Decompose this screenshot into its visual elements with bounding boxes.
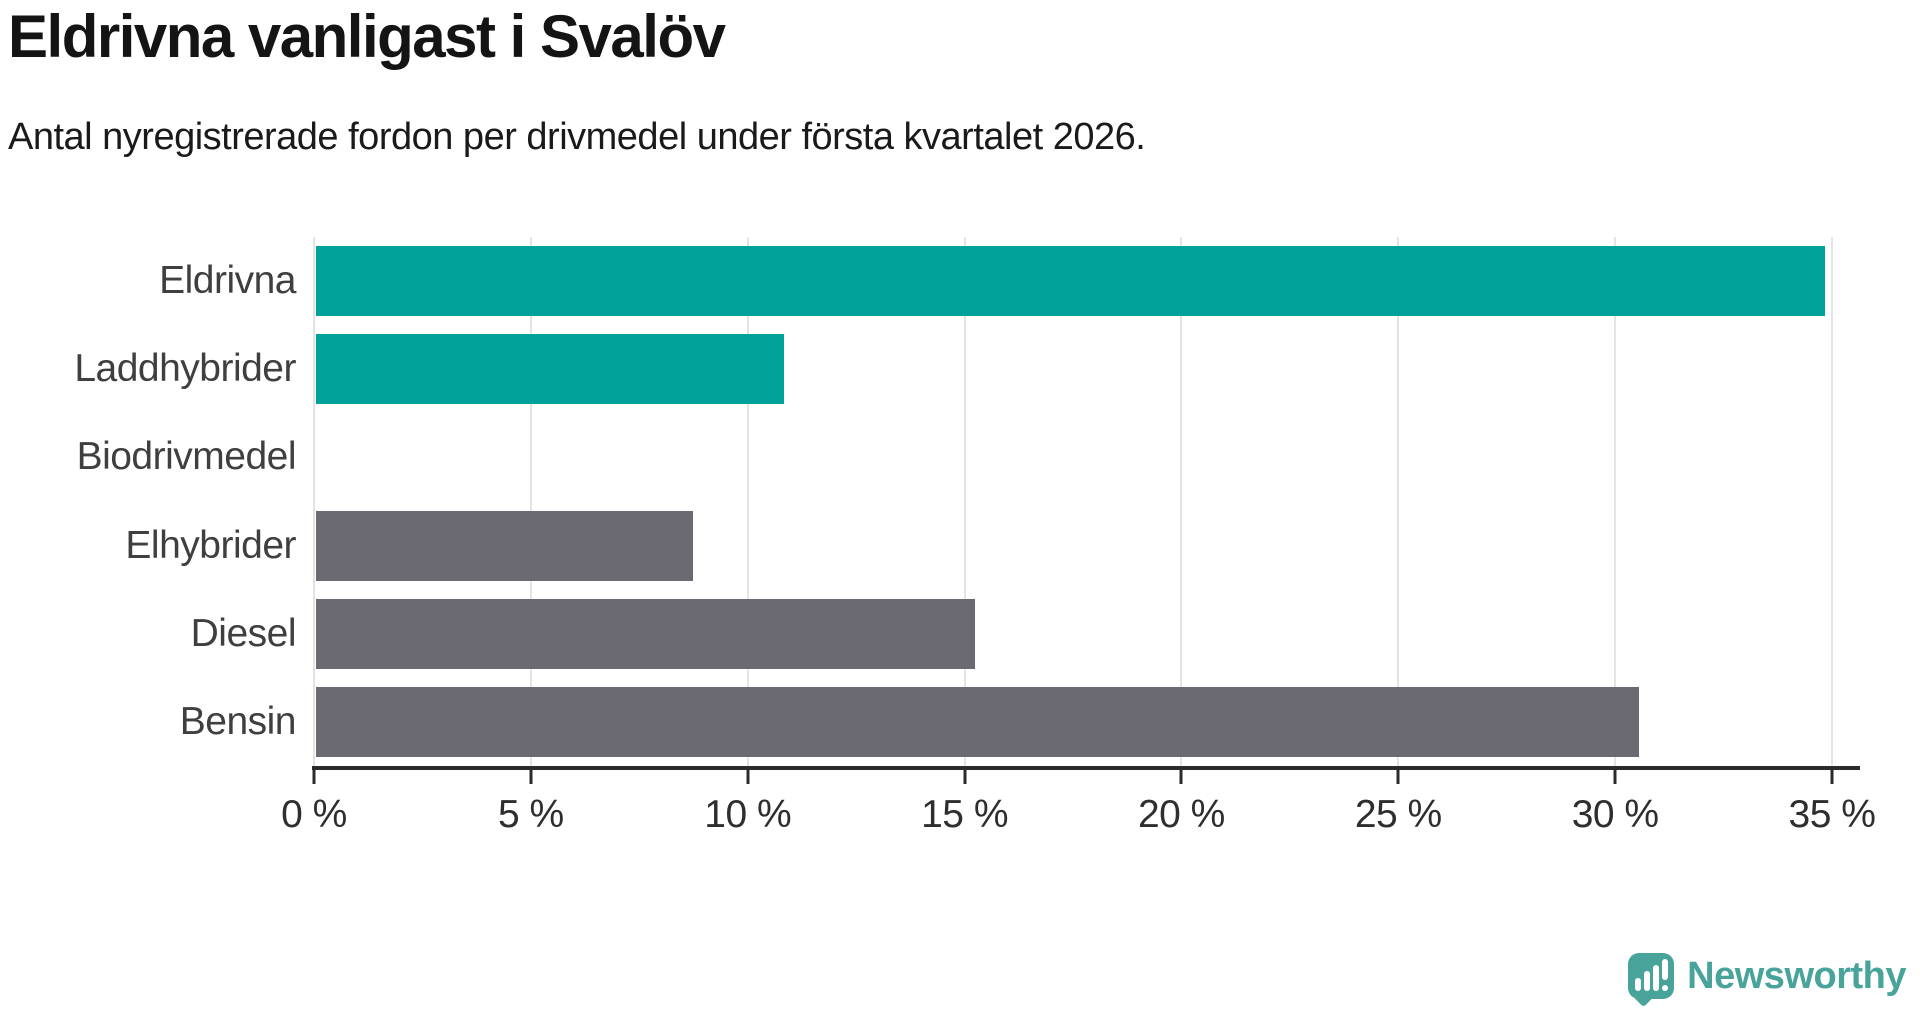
bar-row-eldrivna: Eldrivna: [159, 237, 1832, 325]
x-tick-label-35: 35 %: [1788, 793, 1876, 836]
category-label-elhybrider: Elhybrider: [125, 523, 296, 567]
gridline-15: [963, 237, 966, 766]
gridline-30: [1614, 237, 1617, 766]
newsworthy-speech-bubble-chart-icon: [1628, 953, 1675, 1008]
plot-area: Eldrivna Laddhybrider Biodrivmedel Elhybrid…: [74, 237, 1876, 836]
category-label-laddhybrider: Laddhybrider: [74, 347, 296, 391]
x-tick-label-5: 5 %: [497, 793, 564, 836]
x-tick-35: [1830, 770, 1834, 784]
x-tick-0: [312, 770, 316, 784]
category-label-diesel: Diesel: [190, 611, 297, 655]
gridline-0: [313, 237, 315, 766]
x-tick-label-15: 15 %: [921, 793, 1009, 836]
bar-diesel: [316, 598, 976, 669]
bar-laddhybrider: [316, 334, 785, 405]
category-label-bensin: Bensin: [179, 699, 297, 743]
x-tick-5: [529, 770, 533, 784]
bar-row-bensin: Bensin: [180, 678, 1832, 766]
bar-row-elhybrider: Elhybrider: [125, 502, 1832, 590]
x-tick-15: [963, 770, 967, 784]
logo-exclamation-dot: [1662, 985, 1669, 991]
gridline-35: [1831, 237, 1833, 766]
gridline-10: [746, 237, 749, 766]
x-tick-25: [1396, 770, 1400, 784]
logo-bar-small: [1635, 978, 1642, 991]
x-tick-30: [1613, 770, 1617, 784]
bar-row-diesel: Diesel: [191, 590, 1832, 678]
gridline-25: [1397, 237, 1400, 766]
chart-title: Eldrivna vanligast i Svalöv: [8, 3, 726, 70]
category-label-eldrivna: Eldrivna: [159, 259, 296, 302]
bar-bensin: [316, 686, 1639, 757]
logo-bar-medium: [1644, 971, 1651, 991]
newsworthy-logo-text: Newsworthy: [1687, 954, 1906, 997]
bar-row-biodrivmedel: Biodrivmedel: [77, 413, 1832, 501]
bar-row-laddhybrider: Laddhybrider: [74, 325, 1832, 413]
x-tick-label-20: 20 %: [1137, 793, 1225, 836]
x-tick-10: [746, 770, 750, 784]
newsworthy-branding: Newsworthy: [1628, 950, 1906, 1008]
logo-exclamation-bar: [1662, 959, 1669, 980]
category-label-biodrivmedel: Biodrivmedel: [76, 435, 297, 479]
x-tick-label-0: 0 %: [281, 793, 347, 836]
bar-eldrivna: [316, 246, 1826, 316]
bar-elhybrider: [316, 510, 694, 581]
x-tick-label-10: 10 %: [704, 793, 792, 836]
x-tick-label-30: 30 %: [1571, 793, 1659, 836]
x-tick-20: [1179, 770, 1183, 784]
gridline-5: [529, 237, 532, 766]
x-axis-line: [312, 766, 1860, 770]
x-tick-label-25: 25 %: [1354, 793, 1442, 836]
chart-subtitle: Antal nyregistrerade fordon per drivmede…: [8, 116, 1146, 158]
logo-bar-large: [1653, 965, 1660, 991]
gridline-20: [1180, 237, 1183, 766]
